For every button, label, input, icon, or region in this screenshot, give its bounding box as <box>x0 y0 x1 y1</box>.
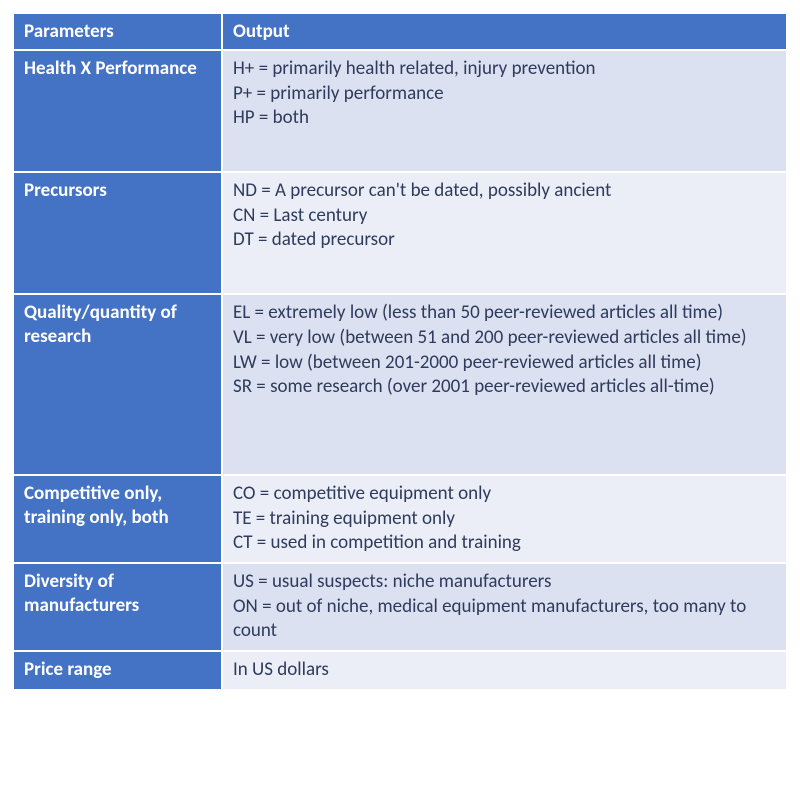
col-header-parameters: Parameters <box>13 13 222 50</box>
table-row: Quality/quantity of research EL = extreme… <box>13 294 787 475</box>
table-row: Precursors ND = A precursor can't be date… <box>13 172 787 294</box>
table-row: Health X Performance H+ = primarily healt… <box>13 50 787 172</box>
table-row: Competitive only, training only, bothCO … <box>13 475 787 563</box>
output-cell: US = usual suspects: niche manufacturers… <box>222 563 787 651</box>
output-line: P+ = primarily performance <box>233 82 776 107</box>
table-row: Price range In US dollars <box>13 651 787 690</box>
output-line: In US dollars <box>233 658 776 683</box>
parameter-cell: Precursors <box>13 172 222 294</box>
output-line: SR = some research (over 2001 peer-revie… <box>233 375 776 400</box>
output-cell: CO = competitive equipment onlyTE = trai… <box>222 475 787 563</box>
blank-spacer <box>233 131 776 165</box>
parameter-cell: Competitive only, training only, both <box>13 475 222 563</box>
output-line: LW = low (between 201-2000 peer-reviewed… <box>233 351 776 376</box>
output-line: H+ = primarily health related, injury pr… <box>233 57 776 82</box>
blank-spacer <box>233 434 776 468</box>
output-line: CT = used in competition and training <box>233 531 776 556</box>
col-header-output: Output <box>222 13 787 50</box>
table-header-row: Parameters Output <box>13 13 787 50</box>
output-cell: EL = extremely low (less than 50 peer-re… <box>222 294 787 475</box>
output-line: EL = extremely low (less than 50 peer-re… <box>233 301 776 326</box>
blank-spacer <box>233 253 776 287</box>
output-line: ON = out of niche, medical equipment man… <box>233 595 776 644</box>
output-line: TE = training equipment only <box>233 507 776 532</box>
output-cell: ND = A precursor can't be dated, possibl… <box>222 172 787 294</box>
output-line: US = usual suspects: niche manufacturers <box>233 570 776 595</box>
output-line: VL = very low (between 51 and 200 peer-r… <box>233 326 776 351</box>
parameters-table: Parameters Output Health X Performance H+… <box>12 12 788 691</box>
output-line: HP = both <box>233 106 776 131</box>
blank-spacer <box>233 400 776 434</box>
output-line: CN = Last century <box>233 204 776 229</box>
parameter-cell: Health X Performance <box>13 50 222 172</box>
output-line: DT = dated precursor <box>233 228 776 253</box>
table-row: Diversity of manufacturersUS = usual sus… <box>13 563 787 651</box>
output-cell: H+ = primarily health related, injury pr… <box>222 50 787 172</box>
parameter-cell: Quality/quantity of research <box>13 294 222 475</box>
output-cell: In US dollars <box>222 651 787 690</box>
parameter-cell: Diversity of manufacturers <box>13 563 222 651</box>
parameter-cell: Price range <box>13 651 222 690</box>
output-line: CO = competitive equipment only <box>233 482 776 507</box>
output-line: ND = A precursor can't be dated, possibl… <box>233 179 776 204</box>
